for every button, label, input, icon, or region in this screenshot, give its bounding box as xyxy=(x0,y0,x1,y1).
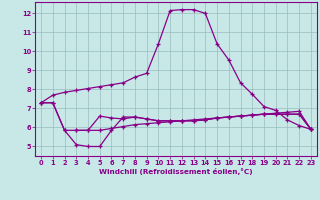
X-axis label: Windchill (Refroidissement éolien,°C): Windchill (Refroidissement éolien,°C) xyxy=(99,168,253,175)
